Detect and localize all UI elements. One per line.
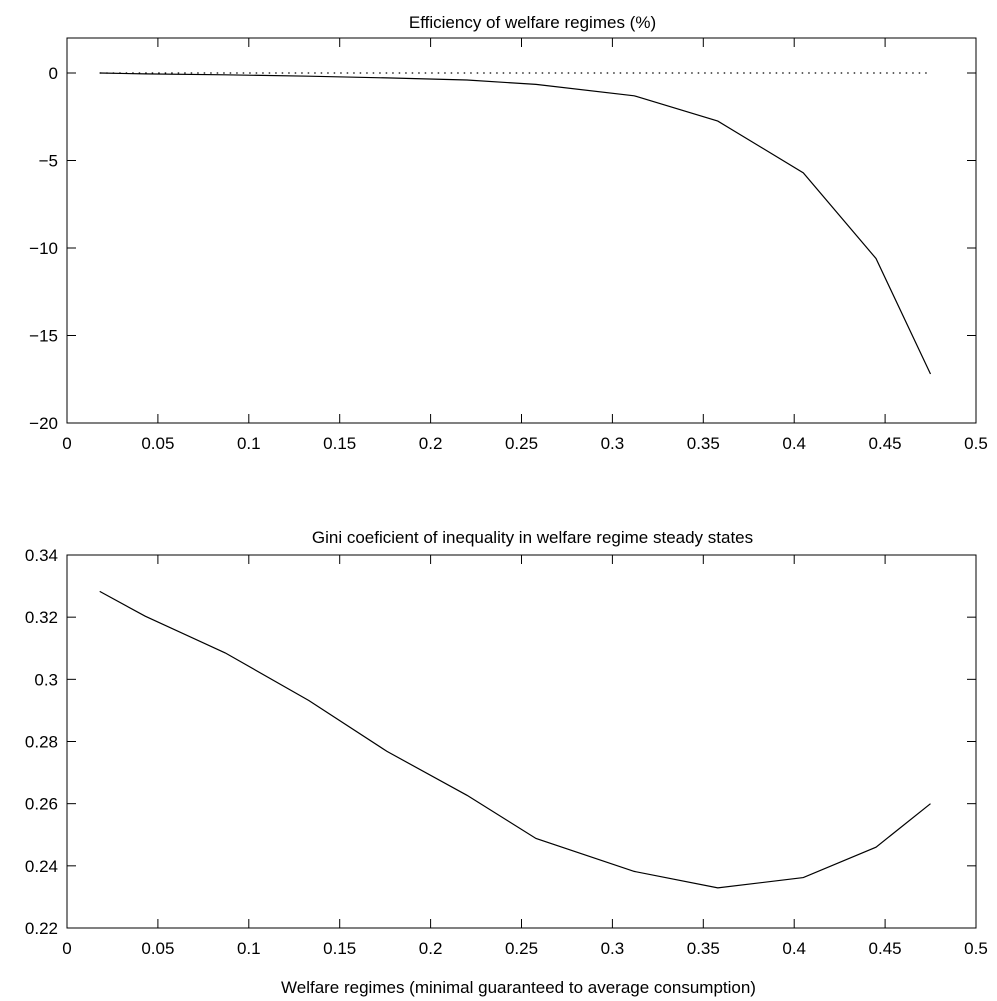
y-tick-label: −5 bbox=[39, 152, 58, 171]
plot-area-frame bbox=[66, 37, 977, 424]
y-tick-label: 0.34 bbox=[25, 546, 58, 565]
y-tick-label: 0.28 bbox=[25, 733, 58, 752]
y-tick-label: 0.3 bbox=[34, 670, 58, 689]
gini-chart: Gini coeficient of inequality in welfare… bbox=[25, 528, 988, 997]
x-tick-label: 0 bbox=[62, 434, 71, 453]
y-tick-label: 0.22 bbox=[25, 919, 58, 938]
x-tick-label: 0.25 bbox=[505, 434, 538, 453]
x-tick-label: 0.05 bbox=[141, 939, 174, 958]
x-tick-label: 0.4 bbox=[782, 434, 806, 453]
y-tick-label: 0.26 bbox=[25, 795, 58, 814]
x-tick-label: 0.15 bbox=[323, 434, 356, 453]
y-tick-label: 0.24 bbox=[25, 857, 58, 876]
x-tick-label: 0.05 bbox=[141, 434, 174, 453]
x-tick-label: 0 bbox=[62, 939, 71, 958]
x-tick-label: 0.3 bbox=[601, 939, 625, 958]
x-tick-label: 0.5 bbox=[964, 939, 988, 958]
x-tick-label: 0.15 bbox=[323, 939, 356, 958]
x-tick-label: 0.3 bbox=[601, 434, 625, 453]
plot-area-frame bbox=[66, 554, 977, 929]
y-tick-label: 0.32 bbox=[25, 608, 58, 627]
series-group bbox=[99, 590, 931, 889]
chart-title: Efficiency of welfare regimes (%) bbox=[409, 13, 656, 32]
x-tick-label: 0.1 bbox=[237, 939, 261, 958]
y-tick-label: −10 bbox=[29, 239, 58, 258]
x-tick-label: 0.35 bbox=[687, 939, 720, 958]
x-tick-label: 0.5 bbox=[964, 434, 988, 453]
x-tick-label: 0.2 bbox=[419, 939, 443, 958]
x-tick-label: 0.2 bbox=[419, 434, 443, 453]
efficiency-chart: Efficiency of welfare regimes (%) 0 0.05 0… bbox=[29, 13, 988, 453]
y-tick-label: −15 bbox=[29, 327, 58, 346]
series-line bbox=[99, 72, 932, 375]
x-tick-label: 0.35 bbox=[687, 434, 720, 453]
chart-title: Gini coeficient of inequality in welfare… bbox=[312, 528, 753, 547]
x-tick-label: 0.45 bbox=[869, 434, 902, 453]
y-tick-label: 0 bbox=[49, 64, 58, 83]
y-tick-label: −20 bbox=[29, 414, 58, 433]
axis-ticks: 0 0.05 0.1 0.15 0.2 0.25 0.3 0.35 0.4 0.45 0.5 0 −5 −… bbox=[29, 38, 988, 453]
x-tick-label: 0.1 bbox=[237, 434, 261, 453]
series-group bbox=[99, 72, 932, 375]
x-axis-label: Welfare regimes (minimal guaranteed to a… bbox=[281, 978, 756, 997]
axis-ticks: 0 0.05 0.1 0.15 0.2 0.25 0.3 0.35 0.4 0.45 0.5 0.22… bbox=[25, 546, 988, 958]
x-tick-label: 0.45 bbox=[869, 939, 902, 958]
series-line bbox=[99, 590, 931, 889]
x-tick-label: 0.4 bbox=[782, 939, 806, 958]
x-tick-label: 0.25 bbox=[505, 939, 538, 958]
